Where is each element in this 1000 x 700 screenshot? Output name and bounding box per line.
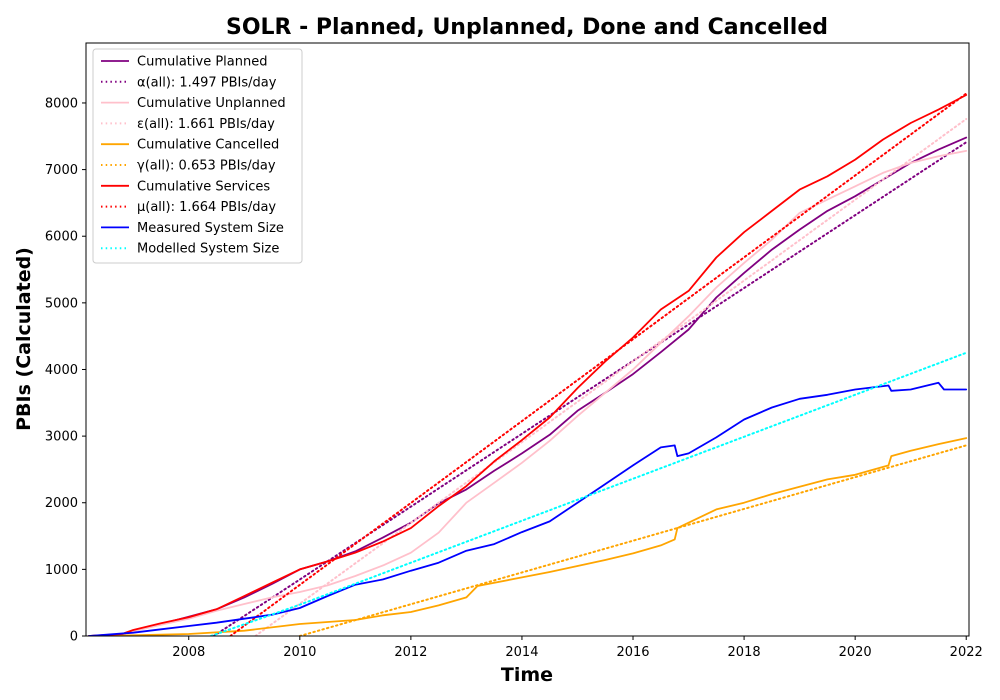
axes: 2008 2010 2012 2014 2016 2018 2020 2022 0 1000 200… (45, 42, 983, 660)
x-tick-label: 2020 (839, 645, 872, 660)
x-axis-label: Time (501, 664, 553, 686)
y-tick-label: 5000 (45, 296, 78, 311)
series-line-all-1-497-pbis-day (212, 141, 968, 636)
x-tick-label: 2010 (283, 645, 316, 660)
legend-entry: α(all): 1.497 PBIs/day (137, 75, 277, 90)
y-tick-label: 4000 (45, 363, 78, 378)
series-line-cumulative-services (87, 94, 968, 636)
y-tick-label: 8000 (45, 96, 78, 111)
series-line-cumulative-cancelled (87, 437, 968, 636)
legend-entry: Modelled System Size (137, 242, 279, 257)
legend-entry: Cumulative Services (137, 179, 270, 194)
y-tick-label: 3000 (45, 430, 78, 445)
x-tick-label: 2014 (505, 645, 538, 660)
chart-title: SOLR - Planned, Unplanned, Done and Canc… (226, 15, 828, 40)
y-axis-label: PBIs (Calculated) (13, 247, 35, 431)
legend-entry: Cumulative Unplanned (137, 96, 286, 111)
legend-entry: ε(all): 1.661 PBIs/day (137, 117, 275, 132)
y-tick-label: 6000 (45, 230, 78, 245)
series-line-measured-system-size (87, 381, 968, 636)
series-line-modelled-system-size (210, 351, 968, 636)
legend-entry: Measured System Size (137, 221, 284, 236)
y-tick-label: 2000 (45, 496, 78, 511)
x-tick-label: 2018 (728, 645, 761, 660)
series-line-all-1-664-pbis-day (229, 92, 968, 636)
x-tick-label: 2008 (172, 645, 205, 660)
legend-entry: Cumulative Cancelled (137, 138, 279, 153)
plot-area (87, 92, 968, 636)
x-tick-label: 2016 (616, 645, 649, 660)
legend-entry: μ(all): 1.664 PBIs/day (137, 200, 276, 215)
y-tick-label: 1000 (45, 563, 78, 578)
legend-entry: Cumulative Planned (137, 55, 267, 70)
y-tick-label: 7000 (45, 163, 78, 178)
plot-frame (85, 42, 970, 637)
x-tick-label: 2022 (950, 645, 983, 660)
series-line-all-1-661-pbis-day (254, 118, 968, 636)
y-tick-label: 0 (70, 630, 78, 645)
series-line-cumulative-unplanned (87, 149, 968, 636)
legend-entry: γ(all): 0.653 PBIs/day (137, 159, 276, 174)
legend: Cumulative Planned α(all): 1.497 PBIs/day… (92, 48, 303, 264)
x-tick-label: 2012 (394, 645, 427, 660)
legend-box (92, 48, 303, 264)
series-line-all-0-653-pbis-day (298, 444, 968, 636)
